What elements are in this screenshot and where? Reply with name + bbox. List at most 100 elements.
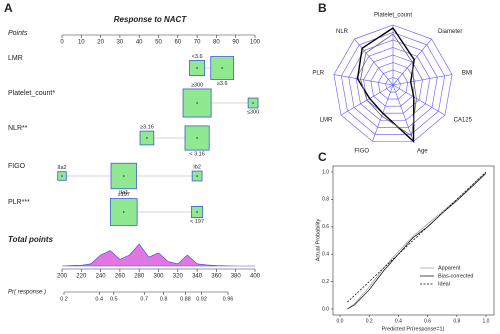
level-label: < 197 [190, 219, 204, 225]
x-tick-label: 30 [117, 40, 124, 46]
x-tick-label: 0.6 [424, 318, 431, 324]
x-tick-label: 200 [57, 274, 68, 280]
x-tick-label: 0.88 [180, 296, 191, 302]
axis-label: Age [417, 148, 428, 154]
x-tick-label: 10 [78, 40, 85, 46]
x-tick-label: 320 [173, 274, 184, 280]
x-tick-label: 340 [192, 274, 203, 280]
level-label: Ib2 [193, 165, 201, 171]
x-tick-label: 0.4 [95, 296, 103, 302]
x-tick-label: 380 [231, 274, 242, 280]
x-tick-label: 300 [153, 274, 164, 280]
axis-label: Diameter [438, 29, 462, 35]
axis-label: Points [8, 30, 28, 37]
grid-ring [348, 39, 438, 128]
x-tick-label: 220 [76, 274, 87, 280]
radar-axis [354, 38, 394, 86]
y-tick-label: 0.2 [322, 279, 329, 285]
level-dot [196, 102, 198, 104]
level-label: ≥197 [118, 192, 130, 198]
x-tick-label: 0.8 [453, 318, 460, 324]
level-label: ≥3.16 [140, 125, 154, 131]
x-tick-label: 70 [194, 40, 201, 46]
series-line [347, 171, 487, 303]
radar-axis [392, 84, 414, 142]
density-area [61, 243, 255, 267]
y-tick-label: 0.0 [322, 306, 329, 312]
x-tick-label: 80 [213, 40, 220, 46]
axis-label: CA125 [454, 118, 473, 124]
variable-label: NLR** [8, 125, 28, 132]
x-tick-label: 260 [115, 274, 126, 280]
x-tick-label: 90 [232, 40, 239, 46]
series-line [347, 173, 487, 310]
panel-letter: A [4, 1, 13, 15]
level-dot [196, 175, 198, 177]
y-axis-label: Actual Probability [315, 219, 321, 262]
grid-ring [377, 69, 409, 100]
x-tick-label: 20 [97, 40, 104, 46]
variable-label: PLR*** [8, 199, 30, 206]
x-tick-label: 400 [250, 274, 261, 280]
level-label: IIa1 [119, 190, 128, 196]
x-tick-label: 360 [211, 274, 222, 280]
level-dot [252, 102, 254, 104]
axis-label: Total points [8, 235, 54, 244]
variable-label: LMR [8, 55, 23, 62]
axis-label: PLR [312, 70, 324, 76]
x-tick-label: 100 [250, 40, 261, 46]
x-tick-label: 0.5 [110, 296, 118, 302]
x-tick-label: 0.0 [337, 318, 344, 324]
x-tick-label: 0.96 [223, 296, 234, 302]
grid-ring [363, 54, 423, 114]
x-tick-label: 40 [136, 40, 143, 46]
x-tick-label: 50 [155, 40, 162, 46]
axis-label: FIGO [354, 148, 369, 154]
grid-ring [385, 77, 401, 93]
axis-label: NLR [336, 29, 349, 35]
level-dot [196, 137, 198, 139]
x-tick-label: 0.2 [366, 318, 373, 324]
variable-label: FIGO [8, 163, 26, 170]
x-tick-label: 0.2 [60, 296, 68, 302]
legend-label: Ideal [438, 281, 450, 287]
level-label: ≥300 [191, 82, 203, 88]
axis-label: Pr( response ) [8, 290, 46, 296]
level-dot [122, 175, 125, 177]
panel-letter: B [318, 1, 327, 15]
x-axis-label: Predicted Pr(response=1) [382, 326, 445, 332]
radar-series [360, 33, 417, 137]
x-tick-label: 0 [60, 40, 64, 46]
panel-letter: C [318, 150, 327, 164]
axis-label: BMI [462, 70, 473, 76]
level-dot [196, 67, 198, 69]
x-tick-label: 280 [134, 274, 145, 280]
grid-ring [333, 24, 453, 142]
radar-axis [392, 84, 446, 116]
level-label: ≤300 [247, 109, 259, 115]
level-dot [146, 137, 148, 139]
y-tick-label: 0.4 [322, 252, 329, 258]
x-tick-label: 0.8 [160, 296, 168, 302]
axis-label: Platelet_count [374, 13, 412, 19]
level-dot [221, 67, 223, 69]
series-line [347, 171, 487, 310]
level-label: < 3.16 [189, 152, 204, 158]
y-tick-label: 1.0 [322, 169, 329, 175]
grid-ring [355, 47, 431, 121]
radar-axis [333, 74, 394, 86]
level-label: <3.6 [192, 54, 203, 60]
y-tick-label: 0.6 [322, 224, 329, 230]
legend-label: Apparent [438, 265, 461, 271]
x-tick-label: 60 [174, 40, 181, 46]
y-tick-label: 0.8 [322, 197, 329, 203]
level-label: ≥3.6 [217, 81, 228, 87]
level-dot [61, 175, 63, 177]
chart-title: Response to NACT [114, 15, 188, 24]
level-dot [122, 211, 125, 213]
variable-label: Platelet_count* [8, 90, 55, 97]
radar-axis [392, 74, 453, 86]
x-tick-label: 1.0 [483, 318, 490, 324]
level-box [110, 162, 137, 190]
